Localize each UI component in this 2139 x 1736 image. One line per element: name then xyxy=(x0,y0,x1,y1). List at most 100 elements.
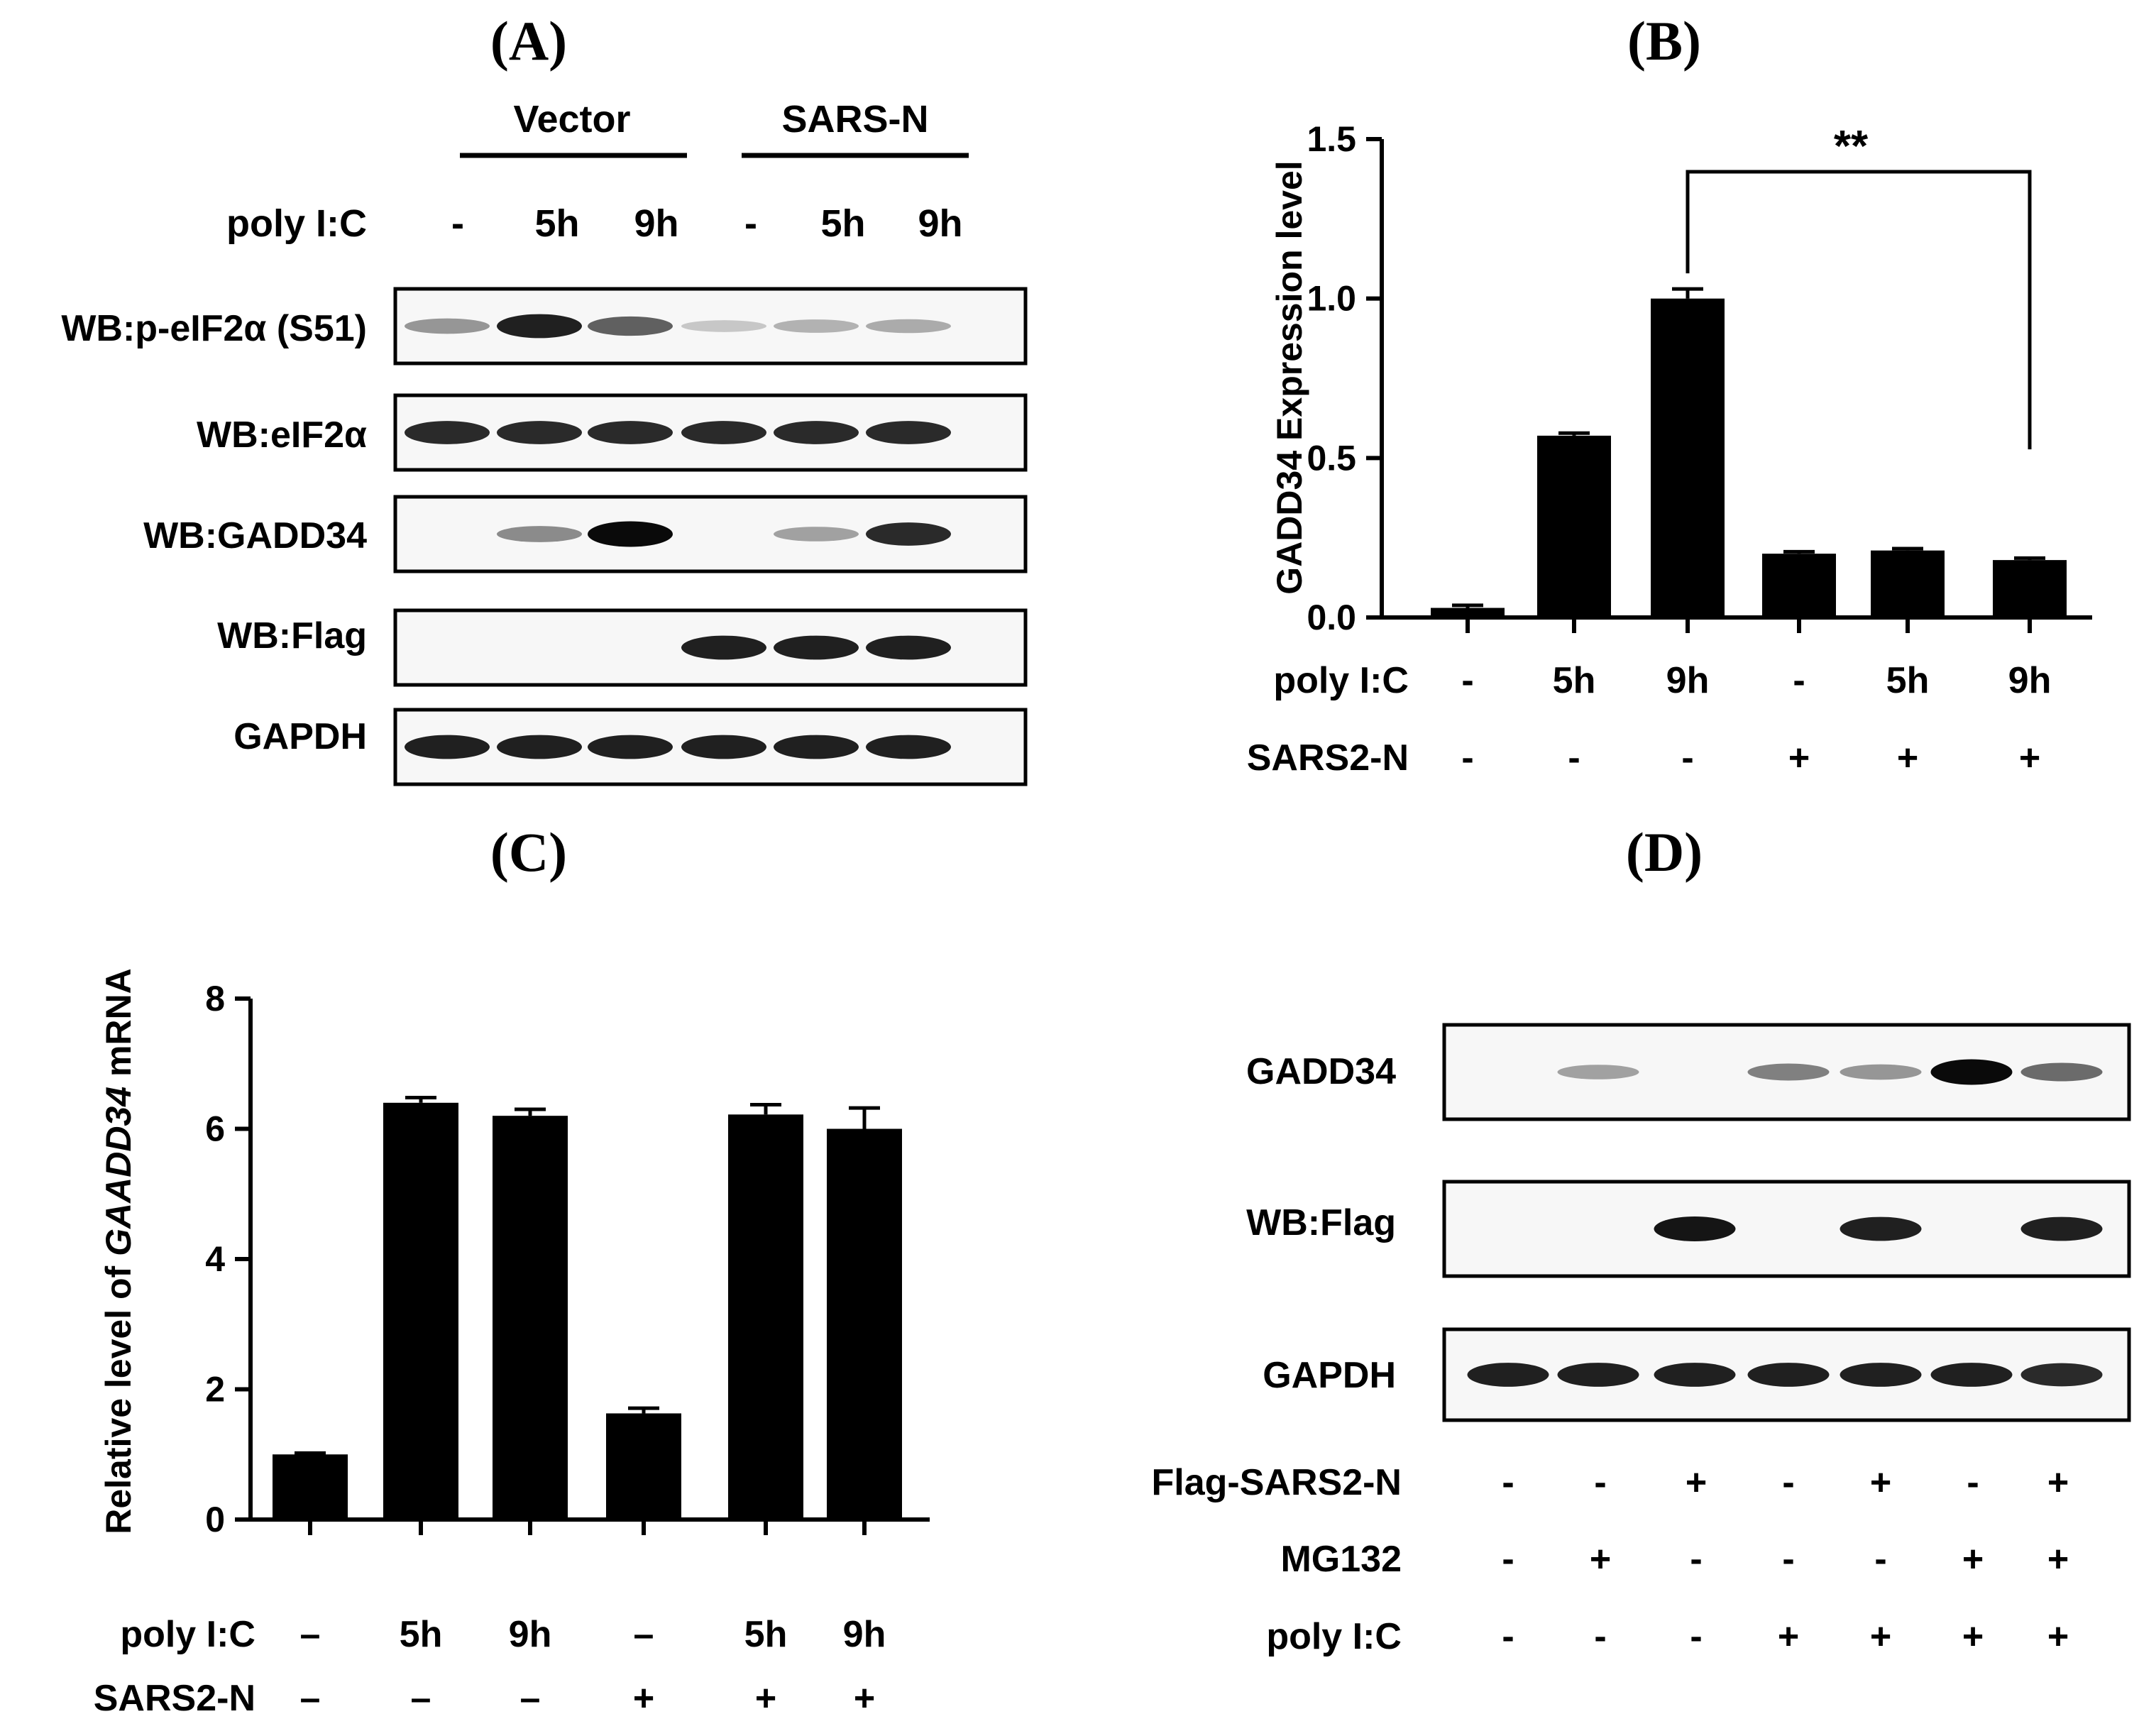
a-blot-band xyxy=(497,526,582,542)
d-row-label: GAPDH xyxy=(1263,1355,1396,1396)
condition-value: – xyxy=(411,1678,431,1719)
y-tick-label: 4 xyxy=(205,1239,225,1279)
condition-value: - xyxy=(1461,660,1473,701)
a-condition: 9h xyxy=(918,202,962,245)
d-condition-value: + xyxy=(1962,1539,1984,1580)
condition-value: - xyxy=(1681,737,1693,779)
d-condition-value: - xyxy=(1502,1462,1514,1503)
condition-value: 9h xyxy=(2008,660,2052,701)
d-condition-value: + xyxy=(2047,1539,2069,1580)
panel-a-label: (A) xyxy=(490,10,567,72)
c-y-axis-title-part: Relative level of xyxy=(99,1256,138,1534)
d-condition-value: - xyxy=(1782,1462,1794,1503)
d-condition-value: - xyxy=(1594,1462,1606,1503)
significance-bracket xyxy=(1686,170,2032,450)
bar xyxy=(827,1128,902,1520)
d-blot-band xyxy=(1654,1216,1736,1241)
y-tick-label: 8 xyxy=(205,979,225,1018)
d-blot-band xyxy=(1747,1063,1830,1081)
d-condition-row-label: MG132 xyxy=(1280,1539,1402,1580)
d-condition-value: + xyxy=(1870,1462,1891,1503)
bar xyxy=(1993,560,2067,617)
a-row-label: WB:eIF2α xyxy=(197,414,367,456)
condition-value: 9h xyxy=(1666,660,1710,701)
a-blot-band xyxy=(588,421,673,444)
b-y-axis-title: GADD34 Expression level xyxy=(1270,160,1309,594)
blot-strips-d xyxy=(1442,1023,2131,1422)
a-blot-band xyxy=(774,635,859,660)
condition-value: – xyxy=(634,1614,654,1655)
blot-strips-a xyxy=(393,287,1028,786)
bar xyxy=(1871,550,1945,617)
a-row-label: WB:GADD34 xyxy=(143,515,367,556)
bar xyxy=(1762,554,1836,617)
y-tick-label: 0.5 xyxy=(1307,438,1356,478)
condition-value: 5h xyxy=(744,1614,788,1655)
condition-value: 5h xyxy=(400,1614,443,1655)
d-condition-row-label: poly I:C xyxy=(1266,1616,1402,1657)
d-condition-value: + xyxy=(1686,1462,1707,1503)
d-blot-band xyxy=(1840,1216,1922,1241)
bar xyxy=(493,1116,568,1520)
a-condition: - xyxy=(451,202,464,245)
a-blot-band xyxy=(866,635,951,660)
d-blot-band xyxy=(1557,1363,1639,1387)
d-condition-row-label: Flag-SARS2-N xyxy=(1152,1462,1402,1503)
bar xyxy=(1537,435,1611,617)
panel-d-label: (D) xyxy=(1626,821,1703,883)
a-blot-band xyxy=(497,421,582,444)
condition-value: – xyxy=(300,1678,321,1719)
d-condition-value: - xyxy=(1690,1539,1702,1580)
panel-c: (C) Relative level of GAADD34 mRNA 0 2 4 6 8… xyxy=(94,821,930,1719)
d-condition-value: + xyxy=(2047,1616,2069,1657)
group-sars-n-label: SARS-N xyxy=(781,98,928,141)
d-blot-band xyxy=(2020,1363,2103,1387)
panel-b: (B) GADD34 Expression level 0.0 0.5 1.0 1.5… xyxy=(1247,10,2092,779)
b-significance-label: ** xyxy=(1834,122,1869,171)
bar xyxy=(383,1102,458,1520)
condition-value: + xyxy=(1897,737,1918,779)
d-condition-value: - xyxy=(1502,1539,1514,1580)
d-blot-band xyxy=(1467,1363,1549,1387)
condition-value: - xyxy=(1461,737,1473,779)
a-blot-band xyxy=(866,421,951,444)
d-condition-value: - xyxy=(1594,1616,1606,1657)
d-condition-value: + xyxy=(1962,1616,1984,1657)
y-tick-label: 1.0 xyxy=(1307,279,1356,319)
d-condition-value: - xyxy=(1967,1462,1979,1503)
a-blot-band xyxy=(681,320,766,332)
condition-value: + xyxy=(2019,737,2040,779)
condition-value: + xyxy=(755,1678,776,1719)
a-blot-band xyxy=(497,735,582,759)
d-condition-value: - xyxy=(1502,1616,1514,1657)
bar xyxy=(1651,298,1725,617)
d-condition-value: + xyxy=(1778,1616,1799,1657)
a-blot-band xyxy=(774,527,859,542)
a-condition-label: poly I:C xyxy=(226,202,367,245)
condition-value: + xyxy=(1788,737,1810,779)
a-blot-band xyxy=(405,735,490,759)
condition-value: - xyxy=(1793,660,1805,701)
condition-value: 5h xyxy=(1553,660,1596,701)
a-blot-band xyxy=(588,521,673,547)
d-blot-band xyxy=(1840,1363,1922,1387)
y-tick-label: 2 xyxy=(205,1370,225,1410)
d-condition-value: - xyxy=(1690,1616,1702,1657)
bar xyxy=(1431,608,1505,617)
bar xyxy=(273,1454,348,1520)
panel-c-label: (C) xyxy=(490,821,567,883)
a-blot-band xyxy=(588,316,673,336)
d-row-label: GADD34 xyxy=(1246,1051,1396,1092)
a-blot-band xyxy=(866,522,951,546)
a-row-label: GAPDH xyxy=(233,716,367,757)
b-condition-row-label: SARS2-N xyxy=(1247,737,1409,779)
condition-value: + xyxy=(633,1678,654,1719)
a-condition: - xyxy=(744,202,757,245)
c-y-axis-title-gene: GAADD34 xyxy=(99,1087,138,1256)
a-blot-band xyxy=(774,421,859,444)
d-blot-strip xyxy=(1442,1180,2131,1278)
y-tick-label: 0.0 xyxy=(1307,598,1356,637)
a-blot-band xyxy=(774,735,859,759)
a-row-label: WB:p-eIF2α (S51) xyxy=(61,308,367,349)
